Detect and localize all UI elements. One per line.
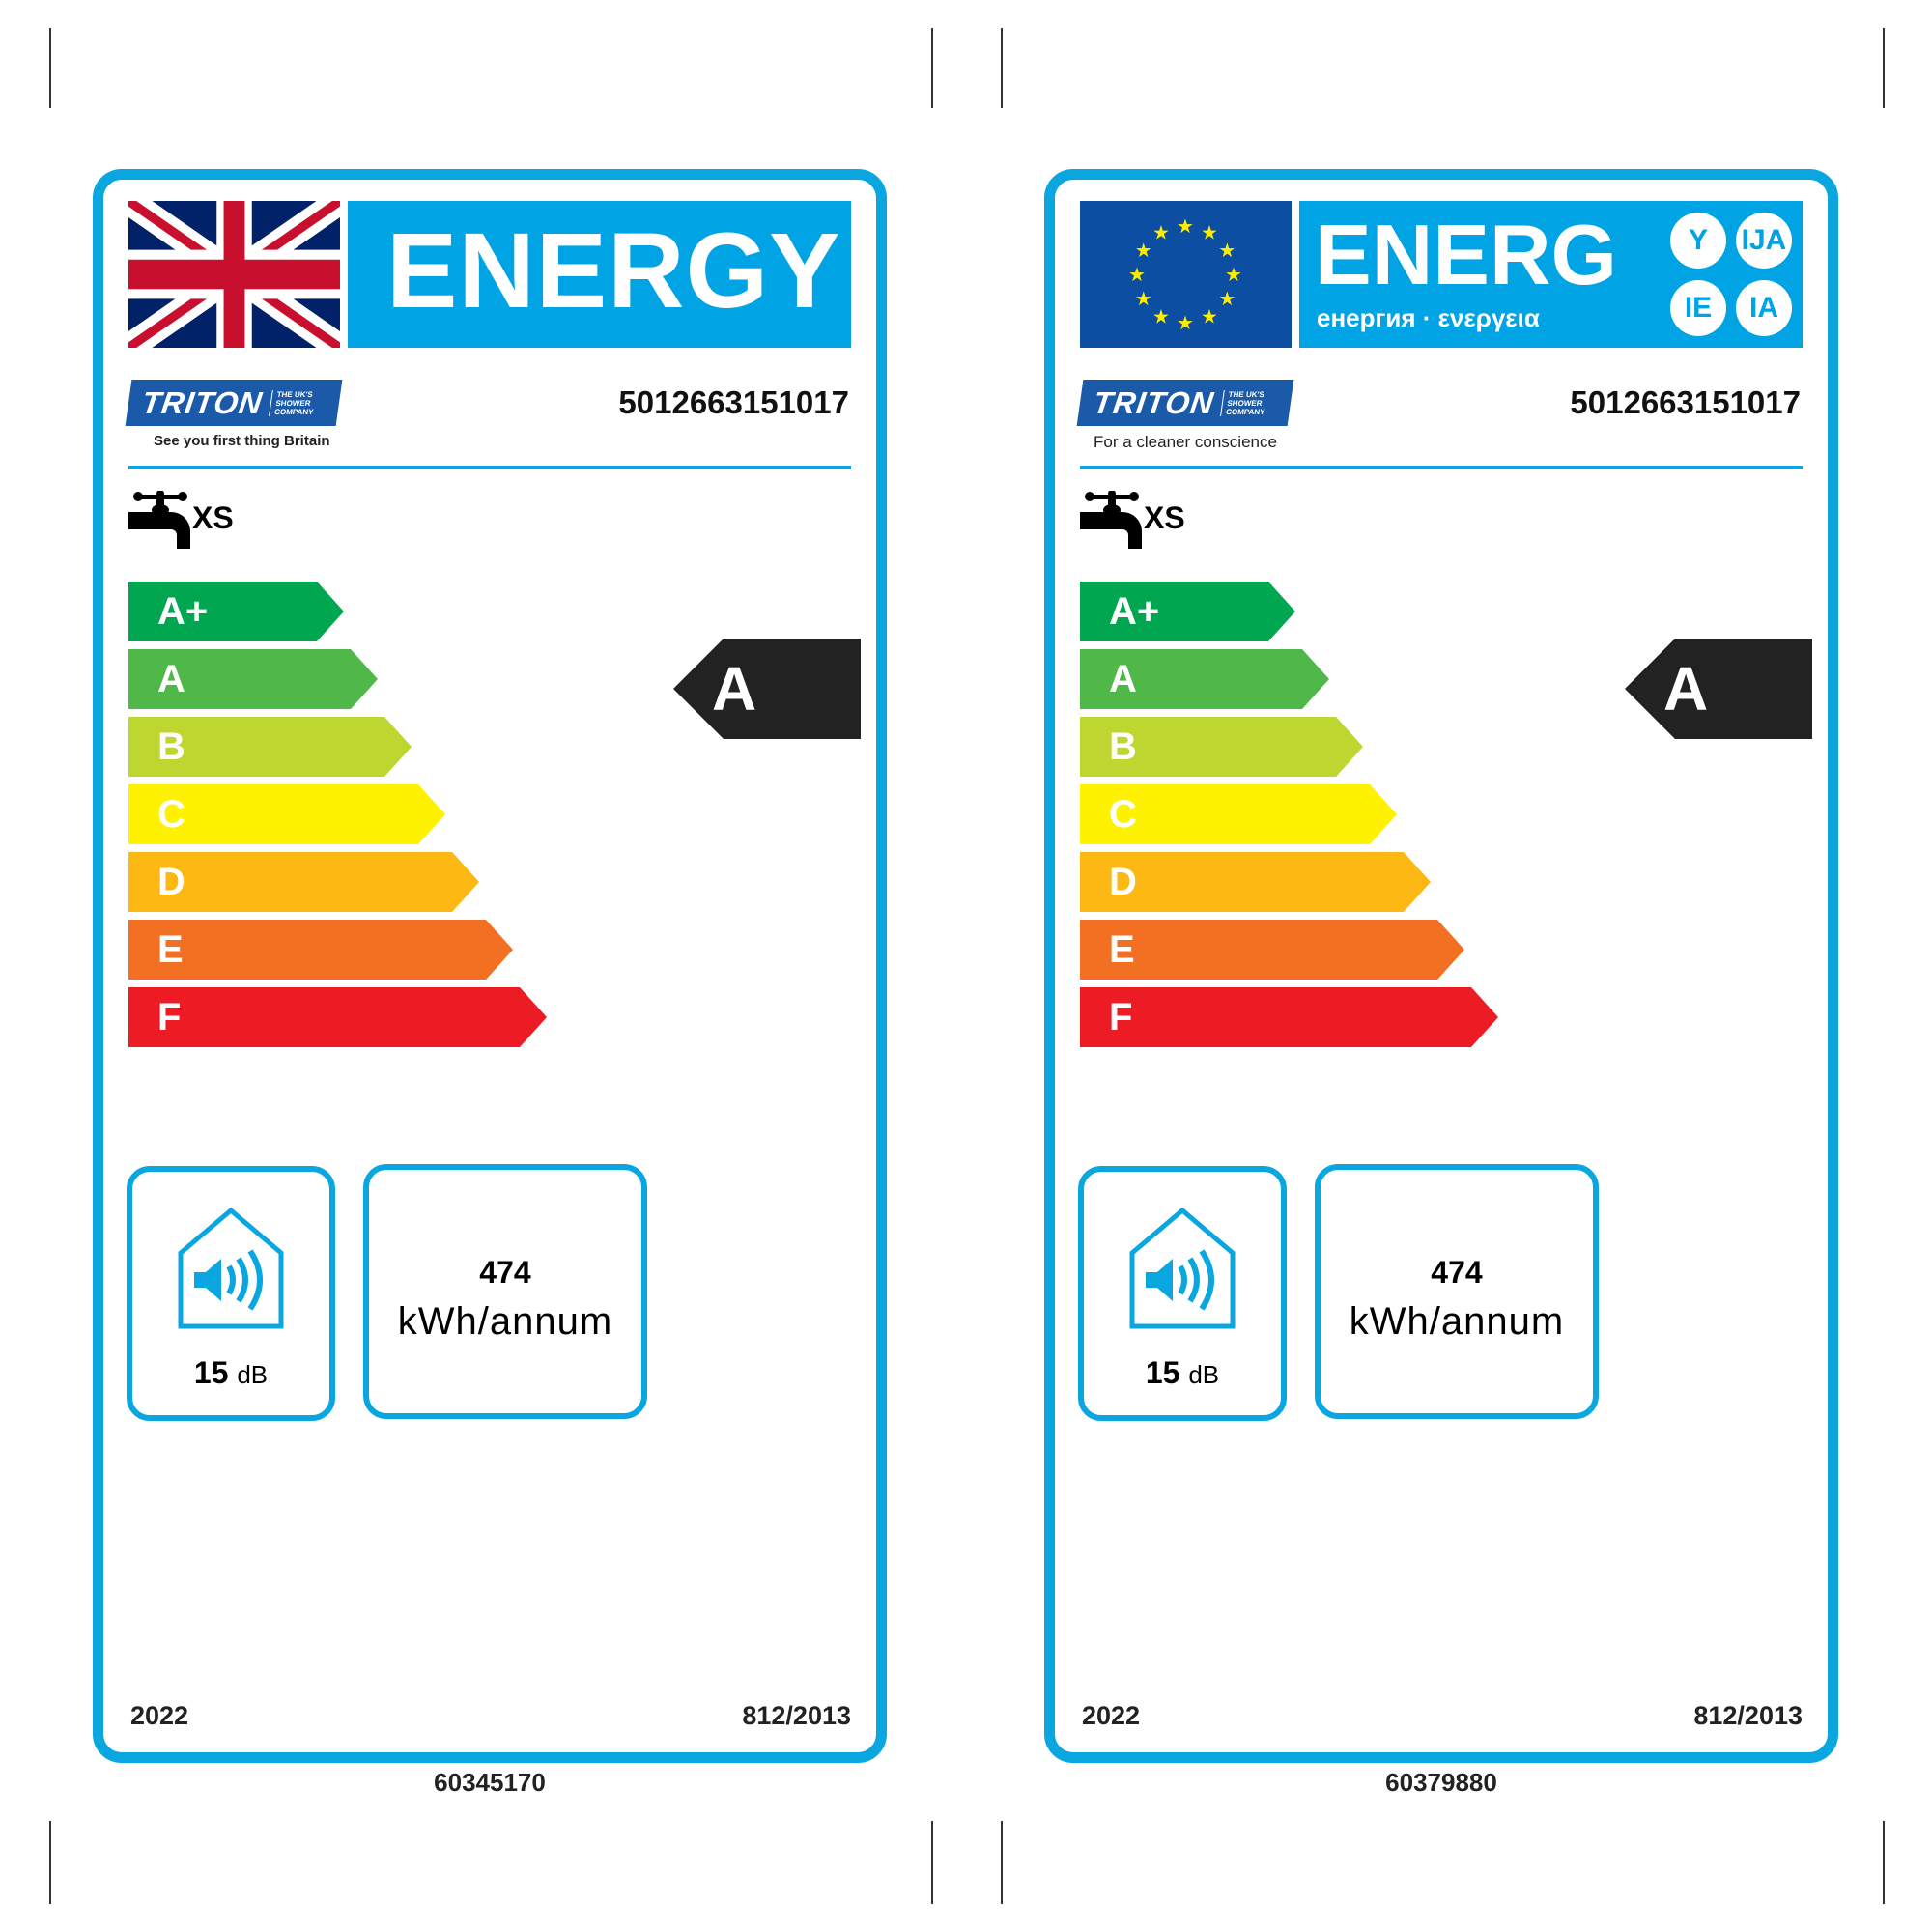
rating-indicator: A	[1625, 639, 1812, 739]
tap-icon	[128, 490, 192, 554]
svg-text:★: ★	[1128, 265, 1146, 286]
crop-mark	[1001, 1821, 1003, 1904]
divider	[128, 466, 851, 469]
crop-mark	[1883, 28, 1885, 108]
energy-class-bar: F	[1080, 987, 1498, 1047]
energy-class-bar: A	[128, 649, 378, 709]
ean-number: 5012663151017	[1570, 384, 1801, 420]
regulation-number: 812/2013	[742, 1701, 851, 1730]
rating-indicator: A	[673, 639, 861, 739]
svg-text:★: ★	[1152, 306, 1170, 327]
label-code: 60345170	[434, 1768, 546, 1797]
energy-banner: ENERGY	[348, 201, 851, 348]
energy-class-bar: A	[1080, 649, 1329, 709]
label-code: 60379880	[1385, 1768, 1497, 1797]
crop-mark	[1001, 28, 1003, 108]
uk-flag-icon	[128, 201, 340, 348]
noise-icon	[1124, 1207, 1240, 1337]
energy-unit: kWh/annum	[1349, 1300, 1565, 1343]
noise-box: 15 dB	[127, 1166, 335, 1421]
energy-banner: ENERG енергия · ενεργεια Y IJA IE IA	[1299, 201, 1803, 348]
energy-class-bar: B	[128, 717, 412, 777]
energy-unit: kWh/annum	[397, 1300, 613, 1343]
svg-text:★: ★	[1218, 241, 1236, 262]
noise-icon	[173, 1207, 289, 1337]
brand-tagline: See you first thing Britain	[154, 433, 330, 449]
regulation-number: 812/2013	[1693, 1701, 1803, 1730]
noise-box: 15 dB	[1078, 1166, 1287, 1421]
eu-flag-icon: ★ ★ ★ ★ ★ ★ ★ ★ ★ ★ ★ ★	[1080, 201, 1292, 348]
ean-number: 5012663151017	[618, 384, 849, 420]
crop-mark	[931, 28, 933, 108]
energy-label-eu: ★ ★ ★ ★ ★ ★ ★ ★ ★ ★ ★ ★ ENERG енергия · ενεργεια Y IJA I…	[1044, 169, 1838, 1763]
energy-value: 474	[1431, 1255, 1483, 1290]
svg-text:★: ★	[1152, 223, 1170, 244]
energy-value: 474	[479, 1255, 531, 1290]
brand-logo: TRITON THE UK'S SHOWER COMPANY	[125, 380, 343, 426]
divider	[1080, 466, 1803, 469]
energy-class-bar: D	[1080, 852, 1431, 912]
label-year: 2022	[1082, 1701, 1141, 1730]
svg-text:★: ★	[1225, 265, 1242, 286]
energy-class-bar: F	[128, 987, 547, 1047]
suffix-badge: IA	[1736, 280, 1792, 336]
energy-consumption-box: 474 kWh/annum	[1315, 1164, 1599, 1419]
svg-text:★: ★	[1218, 289, 1236, 310]
suffix-badge: IJA	[1736, 213, 1792, 269]
svg-text:★: ★	[1135, 241, 1152, 262]
svg-text:★: ★	[1201, 306, 1218, 327]
brand-tagline: For a cleaner conscience	[1094, 433, 1277, 451]
load-profile: XS	[192, 500, 234, 535]
energy-class-bar: C	[1080, 784, 1397, 844]
crop-mark	[931, 1821, 933, 1904]
crop-mark	[1883, 1821, 1885, 1904]
crop-mark	[49, 1821, 51, 1904]
label-year: 2022	[130, 1701, 189, 1730]
energy-class-bar: B	[1080, 717, 1363, 777]
energy-class-bar: C	[128, 784, 445, 844]
tap-icon	[1080, 490, 1144, 554]
energy-consumption-box: 474 kWh/annum	[363, 1164, 647, 1419]
energy-class-bar: E	[1080, 920, 1464, 980]
banner-subtitle: енергия · ενεργεια	[1317, 303, 1540, 332]
banner-title: ENERGY	[386, 212, 841, 330]
noise-level: 15 dB	[193, 1355, 269, 1390]
energy-label-uk: ENERGY TRITON THE UK'S SHOWER COMPANY See y…	[93, 169, 887, 1763]
svg-text:★: ★	[1201, 223, 1218, 244]
svg-text:★: ★	[1177, 216, 1194, 238]
energy-class-bar: D	[128, 852, 479, 912]
energy-class-bar: A+	[1080, 582, 1295, 641]
noise-level: 15 dB	[1145, 1355, 1220, 1390]
suffix-badge: Y	[1670, 213, 1726, 269]
energy-class-bar: E	[128, 920, 513, 980]
crop-mark	[49, 28, 51, 108]
brand-logo: TRITON THE UK'S SHOWER COMPANY	[1076, 380, 1294, 426]
load-profile: XS	[1144, 500, 1185, 535]
energy-class-bar: A+	[128, 582, 344, 641]
banner-title: ENERG	[1315, 207, 1617, 302]
suffix-badge: IE	[1670, 280, 1726, 336]
svg-text:★: ★	[1177, 313, 1194, 334]
svg-text:★: ★	[1135, 289, 1152, 310]
